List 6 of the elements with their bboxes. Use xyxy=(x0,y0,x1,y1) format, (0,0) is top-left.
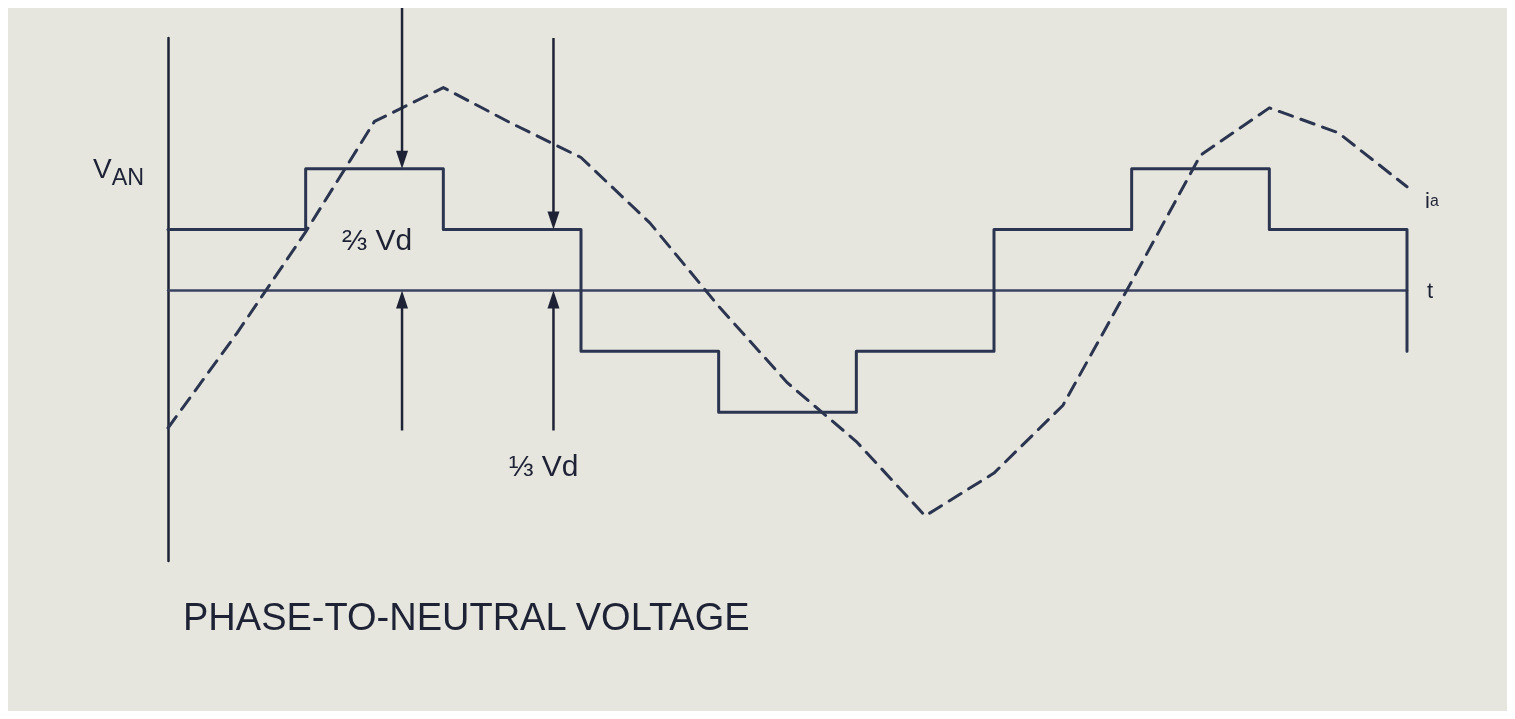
text: PHASE-TO-NEUTRAL VOLTAGE xyxy=(183,596,750,638)
series-label: ia xyxy=(1425,188,1439,214)
x-axis-title: t xyxy=(1427,277,1434,303)
annotation: ⅔ Vd xyxy=(342,223,413,257)
annotation: ⅓ Vd xyxy=(508,448,579,482)
y-axis-title: V$_{AN}$ xyxy=(93,153,145,191)
